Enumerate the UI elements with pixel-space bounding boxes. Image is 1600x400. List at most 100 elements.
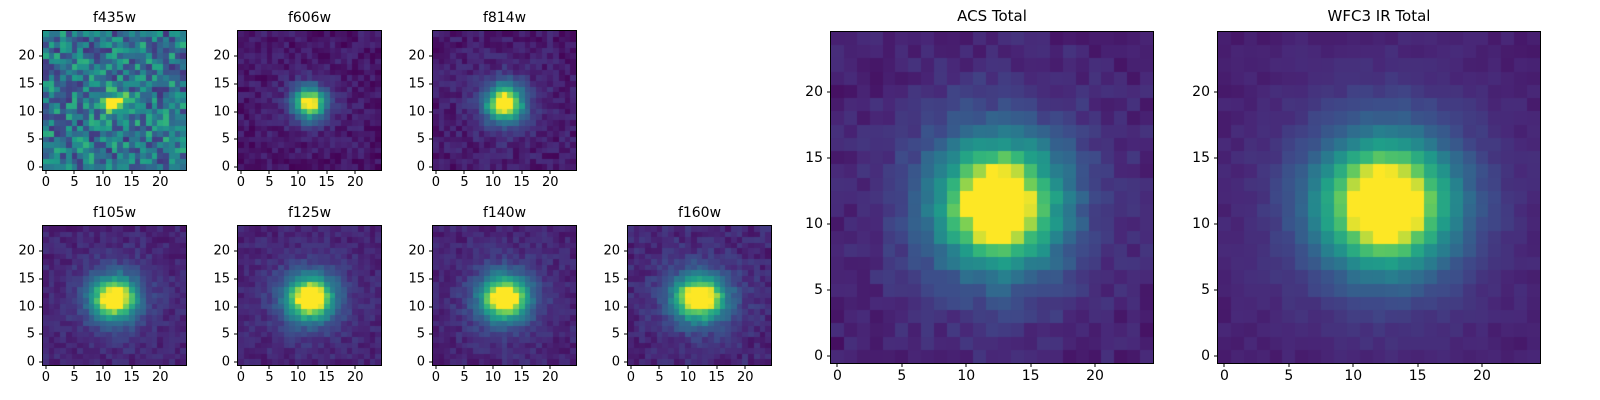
panel-title-f160w: f160w <box>677 205 722 221</box>
x-tick-mark <box>240 170 242 174</box>
x-tick-label: 10 <box>484 175 502 190</box>
y-tick-mark <box>234 306 238 308</box>
y-tick-mark <box>624 250 628 252</box>
x-tick-mark <box>159 365 161 369</box>
x-tick-mark <box>630 365 632 369</box>
x-tick-label: 10 <box>94 175 112 190</box>
y-tick-mark <box>39 83 43 85</box>
panel-title-f125w: f125w <box>287 205 332 221</box>
y-tick-label: 5 <box>26 131 35 147</box>
y-tick-label: 15 <box>408 76 425 92</box>
y-tick-mark <box>1214 223 1218 225</box>
x-tick-label: 5 <box>897 368 907 384</box>
x-tick-mark <box>549 170 551 174</box>
panel-title-f435w: f435w <box>92 10 137 26</box>
x-tick-label: 15 <box>708 370 725 385</box>
x-tick-mark <box>521 365 523 369</box>
x-tick-mark <box>297 365 299 369</box>
y-tick-label: 15 <box>408 271 425 287</box>
y-tick-mark <box>39 250 43 252</box>
y-tick-label: 0 <box>221 159 230 175</box>
y-tick-label: 5 <box>611 326 620 342</box>
x-tick-label: 0 <box>431 175 440 190</box>
x-tick-label: 20 <box>1086 368 1104 384</box>
y-tick-label: 10 <box>18 104 35 120</box>
y-tick-label: 10 <box>603 299 620 315</box>
y-tick-mark <box>429 250 433 252</box>
y-tick-mark <box>827 91 831 93</box>
y-tick-label: 15 <box>213 271 230 287</box>
y-tick-label: 10 <box>18 299 35 315</box>
y-tick-mark <box>234 278 238 280</box>
panel-acs-total: ACS Total 0 5 10 15 20 0 5 10 15 20 <box>805 7 1154 383</box>
y-tick-label: 10 <box>213 104 230 120</box>
y-tick-mark <box>39 333 43 335</box>
y-tick-mark <box>429 361 433 363</box>
x-tick-mark <box>45 365 47 369</box>
x-tick-mark <box>131 170 133 174</box>
x-tick-label: 15 <box>513 175 530 190</box>
x-tick-mark <box>492 365 494 369</box>
x-tick-mark <box>658 365 660 369</box>
x-tick-mark <box>1288 363 1290 367</box>
x-tick-label: 10 <box>957 368 976 384</box>
y-tick-label: 10 <box>1192 215 1210 232</box>
y-tick-mark <box>429 278 433 280</box>
y-tick-label: 5 <box>1201 282 1210 299</box>
x-tick-mark <box>268 170 270 174</box>
y-tick-mark <box>624 333 628 335</box>
x-tick-mark <box>326 365 328 369</box>
panel-title-wfc3-ir-total: WFC3 IR Total <box>1327 7 1431 25</box>
y-tick-label: 10 <box>213 299 230 315</box>
y-tick-label: 5 <box>26 326 35 342</box>
x-tick-label: 0 <box>236 370 245 385</box>
y-tick-label: 10 <box>408 104 425 120</box>
x-tick-mark <box>1223 363 1225 367</box>
x-tick-label: 15 <box>123 370 140 385</box>
y-tick-label: 10 <box>408 299 425 315</box>
x-tick-mark <box>521 170 523 174</box>
y-tick-label: 15 <box>1192 149 1210 166</box>
x-tick-mark <box>240 365 242 369</box>
heatmap-canvas-f140w <box>433 226 576 365</box>
heatmap-canvas-acs-total <box>831 32 1153 363</box>
y-tick-mark <box>1214 289 1218 291</box>
x-tick-label: 0 <box>431 370 440 385</box>
x-tick-label: 0 <box>236 175 245 190</box>
x-tick-mark <box>268 365 270 369</box>
y-tick-mark <box>39 138 43 140</box>
heatmap-canvas-f435w <box>43 31 186 170</box>
panel-title-f140w: f140w <box>482 205 527 221</box>
y-tick-mark <box>429 333 433 335</box>
y-tick-mark <box>827 157 831 159</box>
y-tick-mark <box>1214 91 1218 93</box>
x-tick-mark <box>297 170 299 174</box>
y-tick-label: 15 <box>603 271 620 287</box>
y-tick-mark <box>39 111 43 113</box>
y-tick-label: 0 <box>221 354 230 370</box>
y-tick-label: 0 <box>26 354 35 370</box>
x-tick-mark <box>102 365 104 369</box>
x-tick-label: 0 <box>832 368 842 384</box>
x-tick-mark <box>1030 363 1032 367</box>
y-tick-mark <box>827 289 831 291</box>
y-tick-mark <box>39 166 43 168</box>
x-tick-label: 10 <box>484 370 502 385</box>
x-tick-label: 10 <box>289 370 307 385</box>
y-tick-label: 0 <box>814 348 823 365</box>
y-tick-label: 20 <box>18 243 35 259</box>
x-tick-mark <box>1481 363 1483 367</box>
panel-f105w: f105w 0 5 10 15 20 0 5 10 15 20 <box>18 205 187 384</box>
x-tick-label: 20 <box>151 370 169 385</box>
x-tick-label: 15 <box>1408 368 1427 384</box>
x-tick-mark <box>73 365 75 369</box>
heatmap-canvas-f125w <box>238 226 381 365</box>
x-tick-mark <box>965 363 967 367</box>
heatmap-canvas-f105w <box>43 226 186 365</box>
y-tick-mark <box>429 166 433 168</box>
y-tick-mark <box>1214 157 1218 159</box>
panel-title-f105w: f105w <box>92 205 137 221</box>
x-tick-mark <box>1417 363 1419 367</box>
x-tick-label: 0 <box>41 370 50 385</box>
y-tick-mark <box>827 355 831 357</box>
